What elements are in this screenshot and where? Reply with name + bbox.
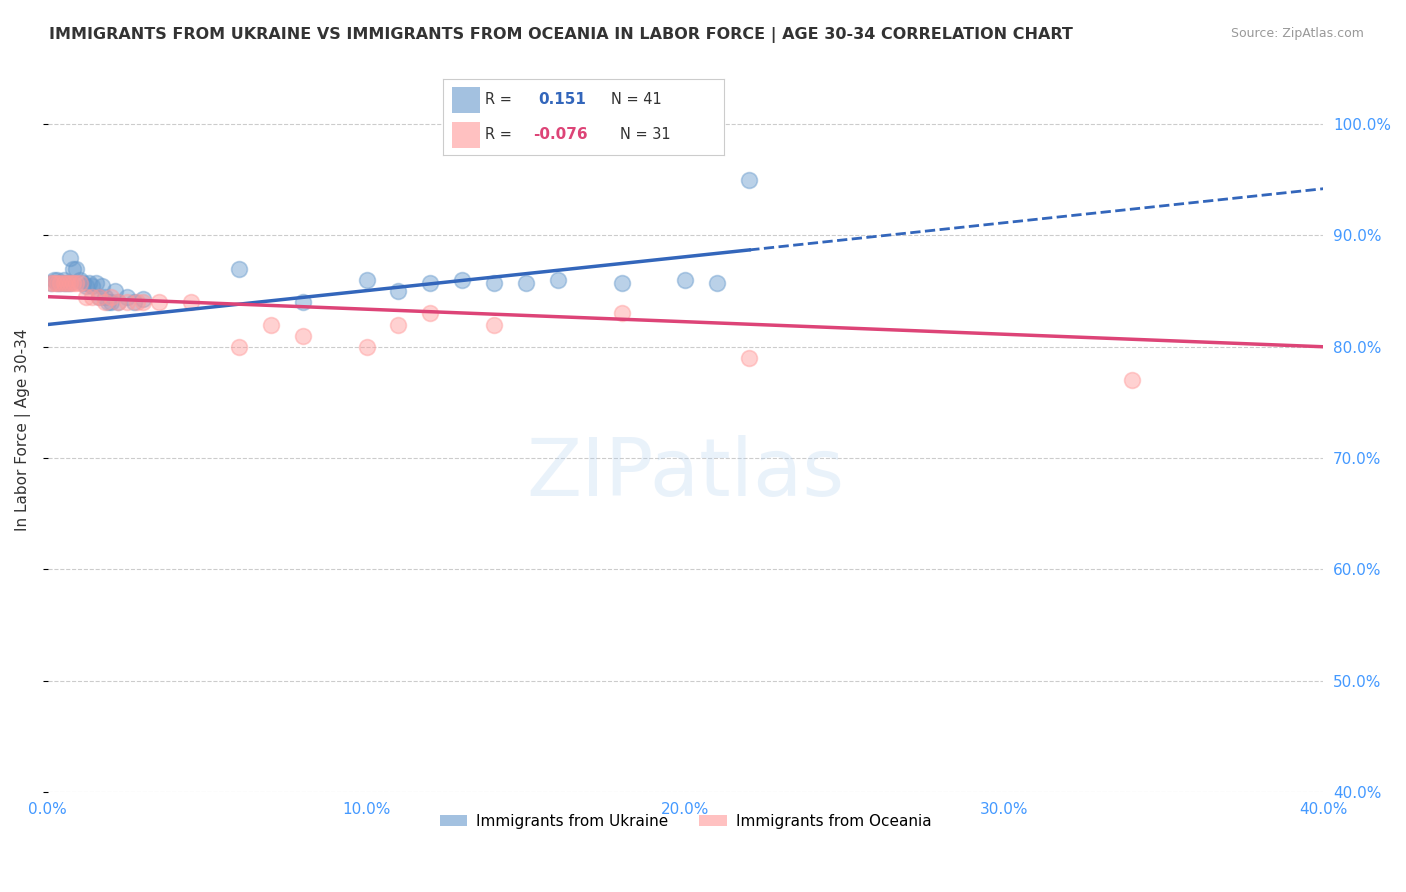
Point: [675, 273, 697, 287]
Point: [94, 290, 117, 304]
Point: [75, 290, 97, 304]
Point: [62, 277, 84, 291]
Point: [738, 173, 761, 187]
Point: [56, 277, 79, 291]
Point: [46, 277, 69, 291]
Point: [82, 278, 104, 293]
Point: [122, 295, 145, 310]
Point: [356, 273, 378, 287]
Point: [97, 295, 120, 310]
Point: [94, 295, 117, 310]
Y-axis label: In Labor Force | Age 30-34: In Labor Force | Age 30-34: [15, 329, 31, 532]
Legend: Immigrants from Ukraine, Immigrants from Oceania: Immigrants from Ukraine, Immigrants from…: [433, 808, 938, 835]
Point: [104, 284, 127, 298]
Point: [52, 277, 75, 291]
Point: [547, 273, 569, 287]
Point: [39, 277, 62, 291]
Point: [100, 290, 122, 304]
Point: [610, 277, 633, 291]
Point: [75, 278, 97, 293]
Point: [87, 290, 110, 304]
Point: [100, 295, 122, 310]
Point: [356, 340, 378, 354]
Point: [260, 318, 283, 332]
Point: [482, 318, 505, 332]
Point: [65, 277, 87, 291]
Point: [148, 295, 170, 310]
Point: [42, 273, 65, 287]
Point: [52, 277, 75, 291]
Point: [482, 277, 505, 291]
Point: [228, 261, 250, 276]
Point: [387, 318, 409, 332]
Point: [117, 290, 139, 304]
Point: [39, 277, 62, 291]
Point: [419, 306, 441, 320]
Point: [90, 278, 112, 293]
Point: [65, 261, 87, 276]
Point: [77, 277, 100, 291]
Point: [515, 277, 537, 291]
Point: [42, 277, 65, 291]
Point: [132, 295, 155, 310]
Point: [132, 292, 155, 306]
Point: [59, 277, 82, 291]
Point: [59, 277, 82, 291]
Point: [72, 277, 94, 291]
Text: ZIPatlas: ZIPatlas: [526, 434, 845, 513]
Point: [69, 277, 91, 291]
Point: [387, 284, 409, 298]
Point: [419, 277, 441, 291]
Point: [291, 295, 314, 310]
Point: [82, 290, 104, 304]
Point: [107, 295, 129, 310]
Point: [59, 251, 82, 265]
Point: [117, 295, 139, 310]
Text: Source: ZipAtlas.com: Source: ZipAtlas.com: [1230, 27, 1364, 40]
Point: [738, 351, 761, 365]
Point: [451, 273, 474, 287]
Point: [49, 277, 72, 291]
Point: [107, 295, 129, 310]
Point: [84, 277, 107, 291]
Point: [1121, 373, 1143, 387]
Point: [46, 277, 69, 291]
Point: [56, 277, 79, 291]
Point: [46, 273, 69, 287]
Point: [125, 295, 148, 310]
Point: [228, 340, 250, 354]
Point: [180, 295, 202, 310]
Point: [291, 328, 314, 343]
Point: [62, 261, 84, 276]
Point: [87, 290, 110, 304]
Text: IMMIGRANTS FROM UKRAINE VS IMMIGRANTS FROM OCEANIA IN LABOR FORCE | AGE 30-34 CO: IMMIGRANTS FROM UKRAINE VS IMMIGRANTS FR…: [49, 27, 1073, 43]
Point: [610, 306, 633, 320]
Point: [706, 277, 728, 291]
Point: [49, 277, 72, 291]
Point: [52, 273, 75, 287]
Point: [69, 273, 91, 287]
